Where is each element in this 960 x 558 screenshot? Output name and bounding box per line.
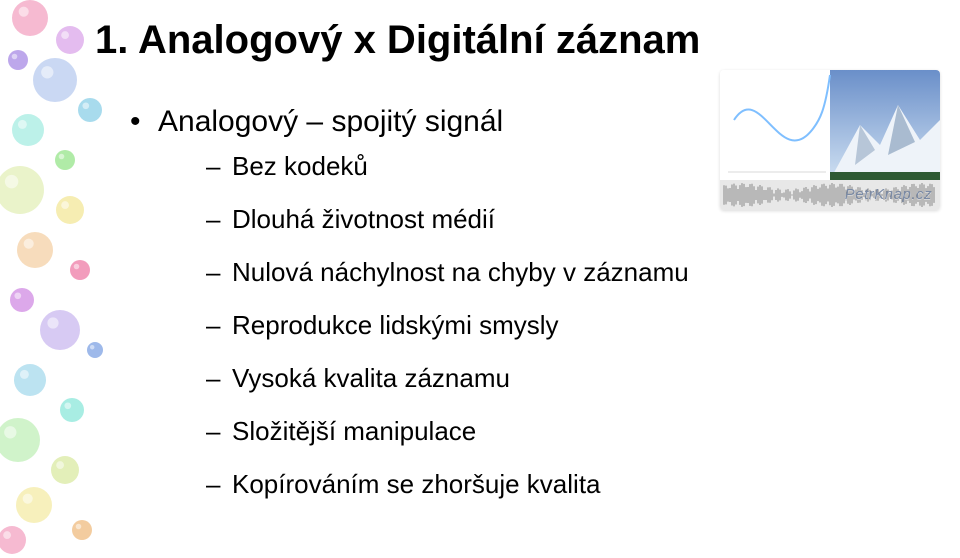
- list-item: Vysoká kvalita záznamu: [206, 363, 690, 394]
- list-item: Nulová náchylnost na chyby v záznamu: [206, 257, 690, 288]
- heading-bullet: Analogový – spojitý signál Bez kodeků Dl…: [130, 105, 690, 500]
- list-item: Bez kodeků: [206, 151, 690, 182]
- sub-list: Bez kodeků Dlouhá životnost médií Nulová…: [206, 151, 690, 500]
- list-item: Dlouhá životnost médií: [206, 204, 690, 235]
- heading-text: Analogový – spojitý signál: [158, 105, 503, 138]
- list-item: Kopírováním se zhoršuje kvalita: [206, 469, 690, 500]
- list-item: Složitější manipulace: [206, 416, 690, 447]
- watermark-text: PetrKnap.cz: [845, 186, 932, 203]
- slide: 1. Analogový x Digitální záznam Analogov…: [0, 0, 960, 558]
- list-item: Reprodukce lidskými smysly: [206, 310, 690, 341]
- slide-title: 1. Analogový x Digitální záznam: [95, 18, 700, 63]
- content-area: Analogový – spojitý signál Bez kodeků Dl…: [130, 105, 690, 522]
